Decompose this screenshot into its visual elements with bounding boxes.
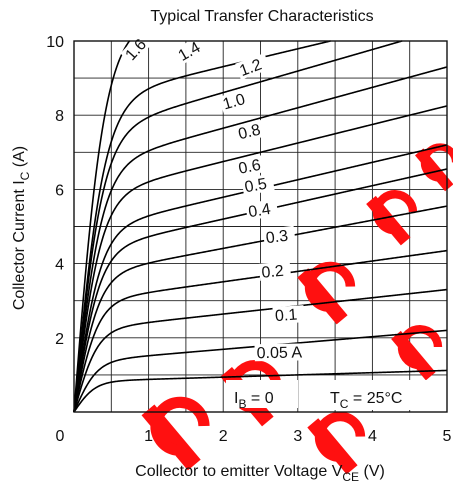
x-tick-label: 4 [368,428,377,445]
curve-label: 0.4 [247,201,272,221]
curve-label-background [245,198,279,221]
x-tick-label: 5 [443,428,452,445]
curve-label-background [235,53,271,80]
x-tick-label: 2 [219,428,228,445]
y-tick-labels: 2 4 6 8 10 [46,34,64,348]
x-tick-label: 3 [293,428,302,445]
curve-label: 0.5 [243,176,268,197]
curve-label-background [173,34,209,66]
curves [73,40,448,413]
curve-label: 1.0 [221,91,247,114]
curve-label: 1.2 [237,56,264,80]
watermark-arc [372,190,418,235]
case-temperature-annotation: TC = 25°C [330,390,402,411]
y-tick-label: 8 [55,108,64,125]
curve-ib-1.6 [73,40,131,413]
curve-ib-0.4 [73,205,448,413]
ib-label-background [226,380,298,408]
curve-label: 0.6 [237,157,262,178]
y-tick-label: 4 [55,257,64,274]
curve-ib-0.05 [73,369,448,413]
curve-ib-1.0 [73,66,448,413]
y-tick-label: 2 [55,331,64,348]
x-axis-label: Collector to emitter Voltage VCE (V) [135,463,385,483]
curve-ib-1.4 [73,40,331,413]
curve-label-background [241,173,275,196]
watermark-stroke [297,268,348,325]
curve-label-background [120,30,154,65]
curve-label: 0.1 [275,307,298,326]
y-tick-label: 6 [55,182,64,199]
chart-title: Typical Transfer Characteristics [150,8,373,25]
curve-label: 0.2 [261,263,285,282]
curve-label-background [234,119,269,143]
curve-ib-0.2 [73,288,448,413]
curve-ib-0.8 [73,105,448,413]
x-tick-labels: 0 1 2 3 4 5 [56,428,452,445]
curve-label-background [258,261,292,281]
x-tick-label: 0 [56,428,65,445]
y-axis-label: Collector Current IC (A) [11,146,32,310]
curve-label-background [218,88,254,114]
curve-label-background [262,225,296,247]
tc-label-background [300,380,446,410]
plot-frame [73,40,448,413]
watermark-stroke [391,330,436,381]
curve-label-background [234,154,269,178]
ib-zero-annotation: IB = 0 [234,390,274,411]
watermark-arc [304,261,356,312]
watermark-arc [314,411,366,462]
curve-label: 0.8 [237,122,263,144]
x-tick-label: 1 [144,428,153,445]
curve-label: 0.3 [265,228,289,248]
curve-label-background [272,305,305,325]
curve-label-background [254,343,313,362]
curve-labels: 1.6 1.41.21.00.80.60.50.40.30.20.10.05 A [120,30,313,362]
y-tick-label: 10 [46,34,64,51]
curve-ib-1.2 [73,40,403,413]
curve-label: 0.05 A [257,344,303,362]
